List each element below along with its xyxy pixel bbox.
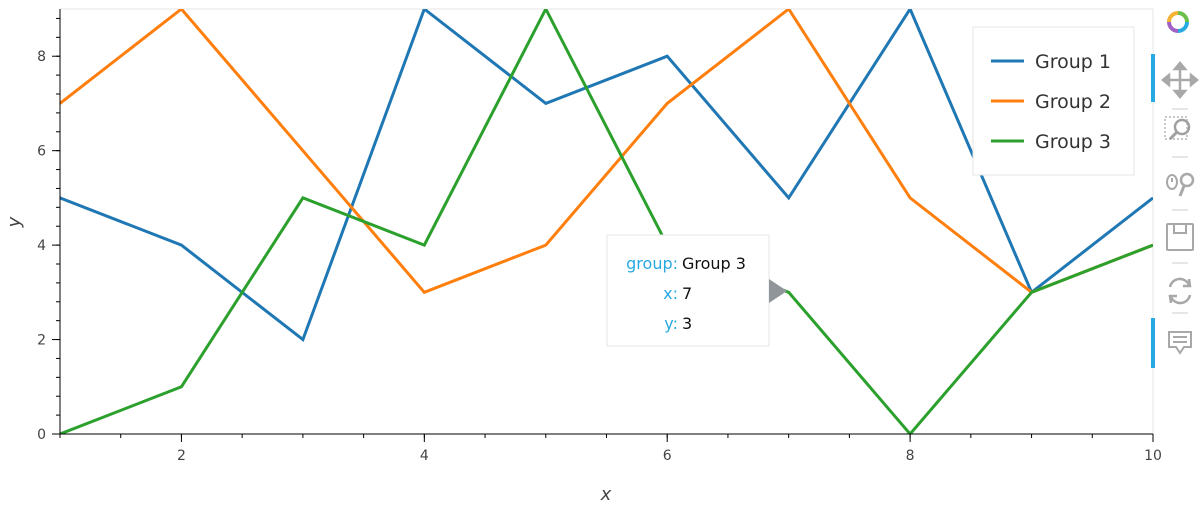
y-tick-label: 4 — [37, 238, 46, 254]
series-line-3 — [60, 9, 1153, 434]
x-axis-title: x — [600, 484, 612, 505]
y-tick-label: 2 — [37, 333, 46, 349]
legend-label-3: Group 3 — [1035, 131, 1111, 153]
hover-tooltip: group: Group 3 x: 7 y: 3 — [606, 234, 787, 347]
axes: 2 4 6 8 10 0 2 4 6 8 — [37, 9, 1162, 464]
legend-label-1: Group 1 — [1035, 51, 1111, 73]
x-tick-label: 2 — [177, 448, 186, 464]
box-zoom-icon[interactable] — [1164, 116, 1191, 141]
x-tick-label: 6 — [663, 448, 672, 464]
tooltip-key-group: group: — [626, 254, 678, 273]
tooltip-key-y: y: — [664, 314, 678, 333]
tooltip-key-x: x: — [663, 284, 678, 303]
toolbar — [1151, 11, 1199, 368]
series-layer — [60, 9, 1153, 434]
y-tick-label: 0 — [37, 427, 46, 443]
y-tick-label: 6 — [37, 144, 46, 160]
tooltip-pointer-icon — [769, 279, 787, 303]
tooltip-value-x: 7 — [682, 284, 692, 303]
y-tick-label: 8 — [37, 49, 46, 65]
hover-active-indicator — [1151, 318, 1155, 368]
save-icon[interactable] — [1166, 223, 1194, 251]
pan-active-indicator — [1151, 54, 1155, 102]
x-tick-label: 8 — [906, 448, 915, 464]
tooltip-value-y: 3 — [682, 314, 692, 333]
hover-icon[interactable] — [1168, 331, 1192, 355]
x-tick-label: 10 — [1144, 448, 1162, 464]
x-tick-label: 4 — [420, 448, 429, 464]
legend-label-2: Group 2 — [1035, 91, 1111, 113]
series-line-2 — [60, 9, 1153, 295]
tooltip-value-group: Group 3 — [682, 254, 746, 273]
y-axis-title: y — [4, 216, 25, 228]
reset-icon[interactable] — [1168, 277, 1192, 305]
legend: Group 1 Group 2 Group 3 — [972, 26, 1135, 176]
bokeh-logo-icon[interactable] — [1167, 11, 1189, 33]
wheel-zoom-icon[interactable] — [1166, 172, 1195, 197]
pan-icon[interactable] — [1161, 61, 1199, 99]
